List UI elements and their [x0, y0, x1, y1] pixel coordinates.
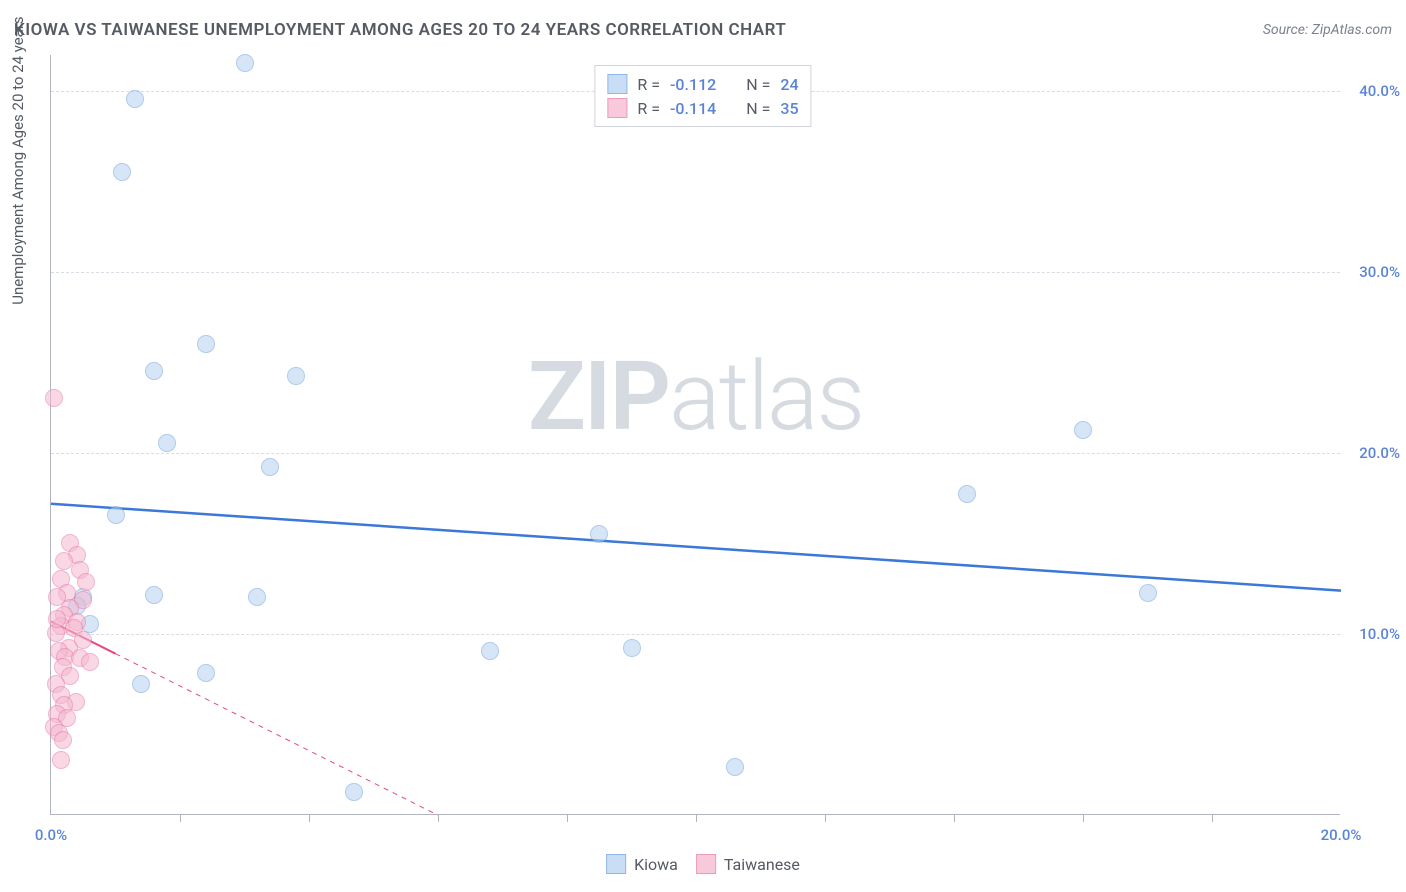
legend-swatch — [607, 74, 627, 94]
data-point — [132, 675, 150, 693]
trend-line — [51, 504, 1341, 591]
n-label: N = — [746, 99, 770, 118]
legend-stat-row: R = -0.114 N = 35 — [607, 96, 798, 120]
data-point — [107, 506, 125, 524]
legend-swatch — [696, 854, 716, 874]
data-point — [81, 653, 99, 671]
data-point — [54, 731, 72, 749]
data-point — [1139, 584, 1157, 602]
y-tick-label: 20.0% — [1359, 444, 1400, 462]
data-point — [623, 639, 641, 657]
data-point — [145, 586, 163, 604]
x-tick-label: 20.0% — [1321, 826, 1362, 844]
data-point — [48, 610, 66, 628]
legend-swatch — [606, 854, 626, 874]
data-point — [113, 163, 131, 181]
data-point — [1074, 421, 1092, 439]
data-point — [248, 588, 266, 606]
legend-label: Taiwanese — [724, 855, 800, 874]
n-label: N = — [746, 75, 770, 94]
plot-area: ZIPatlas 10.0%20.0%30.0%40.0%0.0%20.0% — [50, 55, 1340, 815]
x-tick — [438, 814, 439, 822]
x-tick — [180, 814, 181, 822]
y-tick-label: 40.0% — [1359, 82, 1400, 100]
header: KIOWA VS TAIWANESE UNEMPLOYMENT AMONG AG… — [14, 20, 1392, 40]
r-label: R = — [637, 75, 660, 94]
gridline — [51, 272, 1340, 273]
y-tick-label: 10.0% — [1359, 625, 1400, 643]
r-value: -0.114 — [670, 99, 716, 118]
legend-item: Kiowa — [606, 854, 678, 874]
x-tick — [825, 814, 826, 822]
trend-line-dashed — [116, 654, 438, 815]
data-point — [77, 573, 95, 591]
legend-correlation-stats: R = -0.112 N = 24 R = -0.114 N = 35 — [594, 65, 811, 127]
data-point — [197, 664, 215, 682]
legend-stat-row: R = -0.112 N = 24 — [607, 72, 798, 96]
data-point — [726, 758, 744, 776]
data-point — [145, 362, 163, 380]
data-point — [158, 434, 176, 452]
data-point — [287, 367, 305, 385]
r-value: -0.112 — [670, 75, 716, 94]
x-tick — [954, 814, 955, 822]
gridline — [51, 634, 1340, 635]
data-point — [481, 642, 499, 660]
y-tick-label: 30.0% — [1359, 263, 1400, 281]
data-point — [45, 389, 63, 407]
r-label: R = — [637, 99, 660, 118]
n-value: 35 — [780, 99, 798, 118]
data-point — [958, 485, 976, 503]
legend-item: Taiwanese — [696, 854, 800, 874]
data-point — [590, 525, 608, 543]
chart-title: KIOWA VS TAIWANESE UNEMPLOYMENT AMONG AG… — [14, 20, 786, 40]
data-point — [236, 54, 254, 72]
legend-swatch — [607, 98, 627, 118]
data-point — [345, 783, 363, 801]
data-point — [126, 90, 144, 108]
x-tick — [309, 814, 310, 822]
data-point — [197, 335, 215, 353]
trend-lines-layer — [51, 55, 1340, 814]
gridline — [51, 453, 1340, 454]
x-tick — [567, 814, 568, 822]
x-tick — [1212, 814, 1213, 822]
legend-label: Kiowa — [634, 855, 678, 874]
data-point — [52, 751, 70, 769]
legend-series: Kiowa Taiwanese — [606, 854, 800, 874]
x-tick — [1083, 814, 1084, 822]
x-tick-label: 0.0% — [35, 826, 67, 844]
y-axis-label: Unemployment Among Ages 20 to 24 years — [9, 16, 27, 304]
data-point — [261, 458, 279, 476]
source-attribution: Source: ZipAtlas.com — [1263, 22, 1392, 38]
n-value: 24 — [780, 75, 798, 94]
x-tick — [696, 814, 697, 822]
